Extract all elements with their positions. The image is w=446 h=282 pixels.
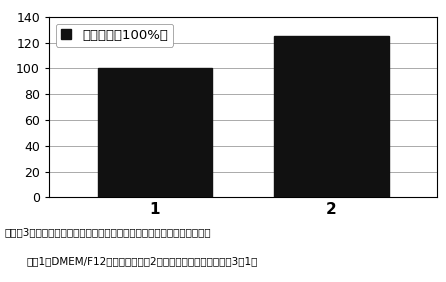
Text: 实施例3：麦冬多糖与白术多糖组合物对脖带间充质干细胞增殖的促进作用: 实施例3：麦冬多糖与白术多糖组合物对脖带间充质干细胞增殖的促进作用 <box>4 227 211 237</box>
Legend: 细胞活性（100%）: 细胞活性（100%） <box>56 23 173 47</box>
Text: 注：1：DMEM/F12培养基对照组；2：麦冬多糖与白术多糖组（3：1）: 注：1：DMEM/F12培养基对照组；2：麦冬多糖与白术多糖组（3：1） <box>27 257 258 266</box>
Bar <box>98 69 212 197</box>
Bar <box>274 36 388 197</box>
